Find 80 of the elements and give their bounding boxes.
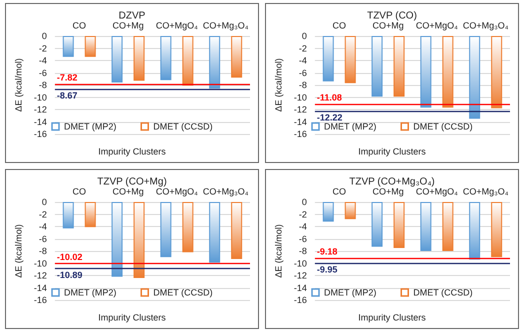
- x-tick-label: CO: [72, 186, 86, 196]
- y-tick-label: -4: [298, 222, 307, 232]
- y-tick-label: -2: [298, 209, 307, 220]
- legend-label: DMET (MP2): [324, 288, 376, 298]
- x-tick-label: CO+Mg: [112, 186, 144, 196]
- legend-label: DMET (MP2): [324, 122, 376, 132]
- x-tick-label: CO: [332, 20, 346, 30]
- x-tick-label: CO+Mg₃O₄: [202, 186, 249, 196]
- x-axis-title: Impurity Clusters: [358, 312, 426, 322]
- y-tick-label: -8: [38, 246, 47, 256]
- y-axis-title: ΔE (kcal/mol): [274, 58, 284, 112]
- chart-title: TZVP (CO): [367, 10, 417, 22]
- x-axis-title: Impurity Clusters: [98, 146, 166, 156]
- ref-line-label: -7.82: [56, 72, 78, 82]
- y-axis-title: ΔE (kcal/mol): [274, 224, 284, 278]
- y-tick-label: -4: [298, 56, 307, 66]
- x-tick-label: CO+MgO₄: [416, 186, 458, 196]
- y-tick-label: -16: [34, 295, 47, 305]
- y-tick-label: -2: [298, 43, 307, 54]
- ref-line-label: -9.18: [316, 246, 338, 257]
- y-tick-label: -10: [34, 258, 47, 268]
- y-tick-label: -12: [294, 104, 307, 114]
- legend-label: DMET (CCSD): [153, 288, 213, 298]
- x-tick-label: CO+MgO₄: [156, 186, 198, 196]
- y-tick-label: -6: [298, 234, 307, 244]
- chart-title: TZVP (CO+Mg): [97, 176, 167, 188]
- x-tick-label: CO+Mg₃O₄: [462, 186, 509, 196]
- x-tick-label: CO+Mg: [112, 20, 144, 30]
- x-axis-title: Impurity Clusters: [98, 312, 166, 322]
- x-tick-label: CO+MgO₄: [416, 20, 458, 30]
- y-tick-label: -4: [38, 56, 47, 66]
- y-tick-label: 0: [302, 31, 307, 41]
- y-tick-label: -14: [294, 116, 307, 127]
- y-axis-title: ΔE (kcal/mol): [14, 58, 24, 112]
- y-tick-label: -16: [294, 295, 307, 305]
- y-tick-label: -14: [34, 116, 47, 127]
- y-tick-label: -6: [298, 68, 307, 78]
- y-tick-label: 0: [302, 197, 307, 207]
- legend-label: DMET (MP2): [64, 288, 116, 298]
- legend-label: DMET (CCSD): [153, 122, 213, 132]
- y-tick-label: 0: [42, 197, 47, 207]
- y-tick-label: -2: [38, 209, 47, 220]
- x-tick-label: CO: [332, 186, 346, 196]
- ref-line-label: -9.95: [316, 264, 338, 274]
- y-tick-label: -8: [298, 246, 307, 256]
- chart-title: DZVP: [118, 10, 146, 22]
- ref-line-label: -11.08: [316, 92, 342, 102]
- x-tick-label: CO: [72, 20, 86, 30]
- y-tick-label: -10: [34, 92, 47, 102]
- y-tick-label: -16: [294, 129, 307, 139]
- ref-line-label: -10.02: [56, 252, 82, 262]
- ref-line-label: -10.89: [56, 270, 82, 280]
- y-tick-label: -4: [38, 222, 47, 232]
- x-tick-label: CO+Mg₃O₄: [202, 20, 249, 30]
- x-tick-label: CO+Mg: [372, 20, 404, 30]
- legend-label: DMET (CCSD): [413, 122, 473, 132]
- y-tick-label: -14: [34, 282, 47, 293]
- x-tick-label: CO+Mg₃O₄: [462, 20, 509, 30]
- legend-label: DMET (CCSD): [413, 288, 473, 298]
- x-tick-label: CO+Mg: [372, 186, 404, 196]
- y-tick-label: -10: [294, 92, 307, 102]
- y-tick-label: 0: [42, 31, 47, 41]
- x-axis-title: Impurity Clusters: [358, 146, 426, 156]
- y-tick-label: -14: [294, 282, 307, 293]
- y-tick-label: -8: [38, 80, 47, 90]
- y-tick-label: -2: [38, 43, 47, 54]
- y-tick-label: -12: [294, 270, 307, 280]
- y-tick-label: -12: [34, 104, 47, 114]
- y-tick-label: -12: [34, 270, 47, 280]
- y-tick-label: -16: [34, 129, 47, 139]
- x-tick-label: CO+MgO₄: [156, 20, 198, 30]
- y-tick-label: -6: [38, 68, 47, 78]
- ref-line-label: -12.22: [316, 112, 342, 122]
- y-tick-label: -8: [298, 80, 307, 90]
- ref-line-label: -8.67: [56, 90, 78, 101]
- y-axis-title: ΔE (kcal/mol): [14, 224, 24, 278]
- chart-title: TZVP (CO+Mg₃O₄): [349, 176, 435, 188]
- legend-label: DMET (MP2): [64, 122, 116, 132]
- y-tick-label: -6: [38, 234, 47, 244]
- y-tick-label: -10: [294, 258, 307, 268]
